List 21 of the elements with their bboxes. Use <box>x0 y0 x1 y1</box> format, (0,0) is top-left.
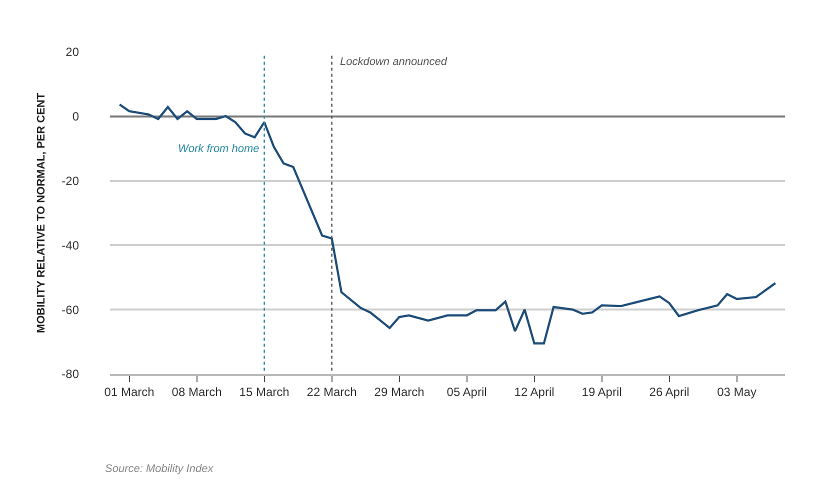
x-tick-label: 03 May <box>717 385 756 400</box>
y-tick-label: -20 <box>62 174 80 188</box>
x-tick-label: 19 April <box>582 385 622 400</box>
y-tick-label: -80 <box>62 367 80 382</box>
y-axis-title: MOBILITY RELATIVE TO NORMAL, PER CENT <box>35 92 48 334</box>
x-tick-label: 22 March <box>306 385 357 400</box>
y-tick-label: 20 <box>66 45 80 60</box>
source-note: Source: Mobility Index <box>105 463 214 475</box>
x-tick-label: 29 March <box>374 385 424 400</box>
x-tick-label: 15 March <box>239 385 290 400</box>
x-tick-label: 01 March <box>104 385 154 400</box>
ref-line-label: Work from home <box>178 143 260 155</box>
x-tick-label: 12 April <box>514 385 554 400</box>
y-tick-label: -60 <box>62 302 80 317</box>
x-tick-label: 26 April <box>649 385 690 400</box>
line-series <box>118 103 776 345</box>
ref-line-label: Lockdown announced <box>340 56 448 68</box>
y-tick-label: 0 <box>72 110 80 124</box>
x-tick-label: 08 March <box>172 385 222 400</box>
y-tick-label: -40 <box>62 238 80 252</box>
x-tick-label: 05 April <box>446 385 487 400</box>
